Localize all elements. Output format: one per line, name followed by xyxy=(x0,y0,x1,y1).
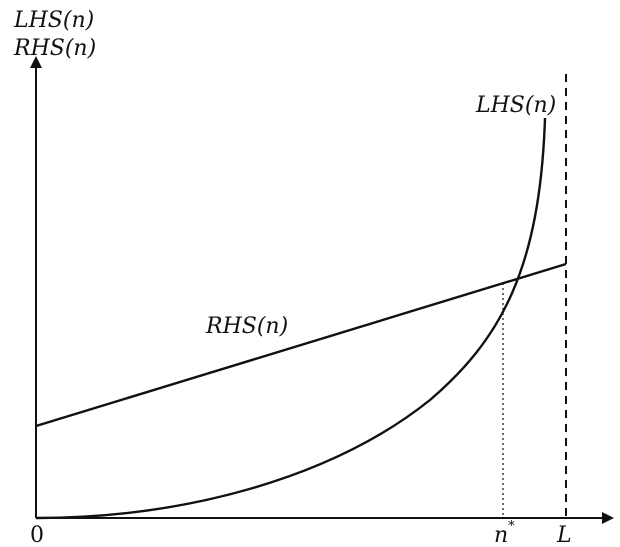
lhs-curve xyxy=(35,117,547,520)
origin-label: 0 xyxy=(30,523,44,547)
rhs-line xyxy=(35,262,567,428)
y-axis-label-rhs: RHS(n) xyxy=(13,36,96,61)
n-star-superscript: * xyxy=(508,519,515,534)
y-axis-label-lhs: LHS(n) xyxy=(13,8,94,33)
rhs-line-label: RHS(n) xyxy=(205,314,288,339)
lhs-curve-label: LHS(n) xyxy=(475,93,556,118)
n-star-base: n xyxy=(494,523,508,547)
L-label: L xyxy=(556,523,572,547)
n-star-label: n* xyxy=(494,519,515,547)
